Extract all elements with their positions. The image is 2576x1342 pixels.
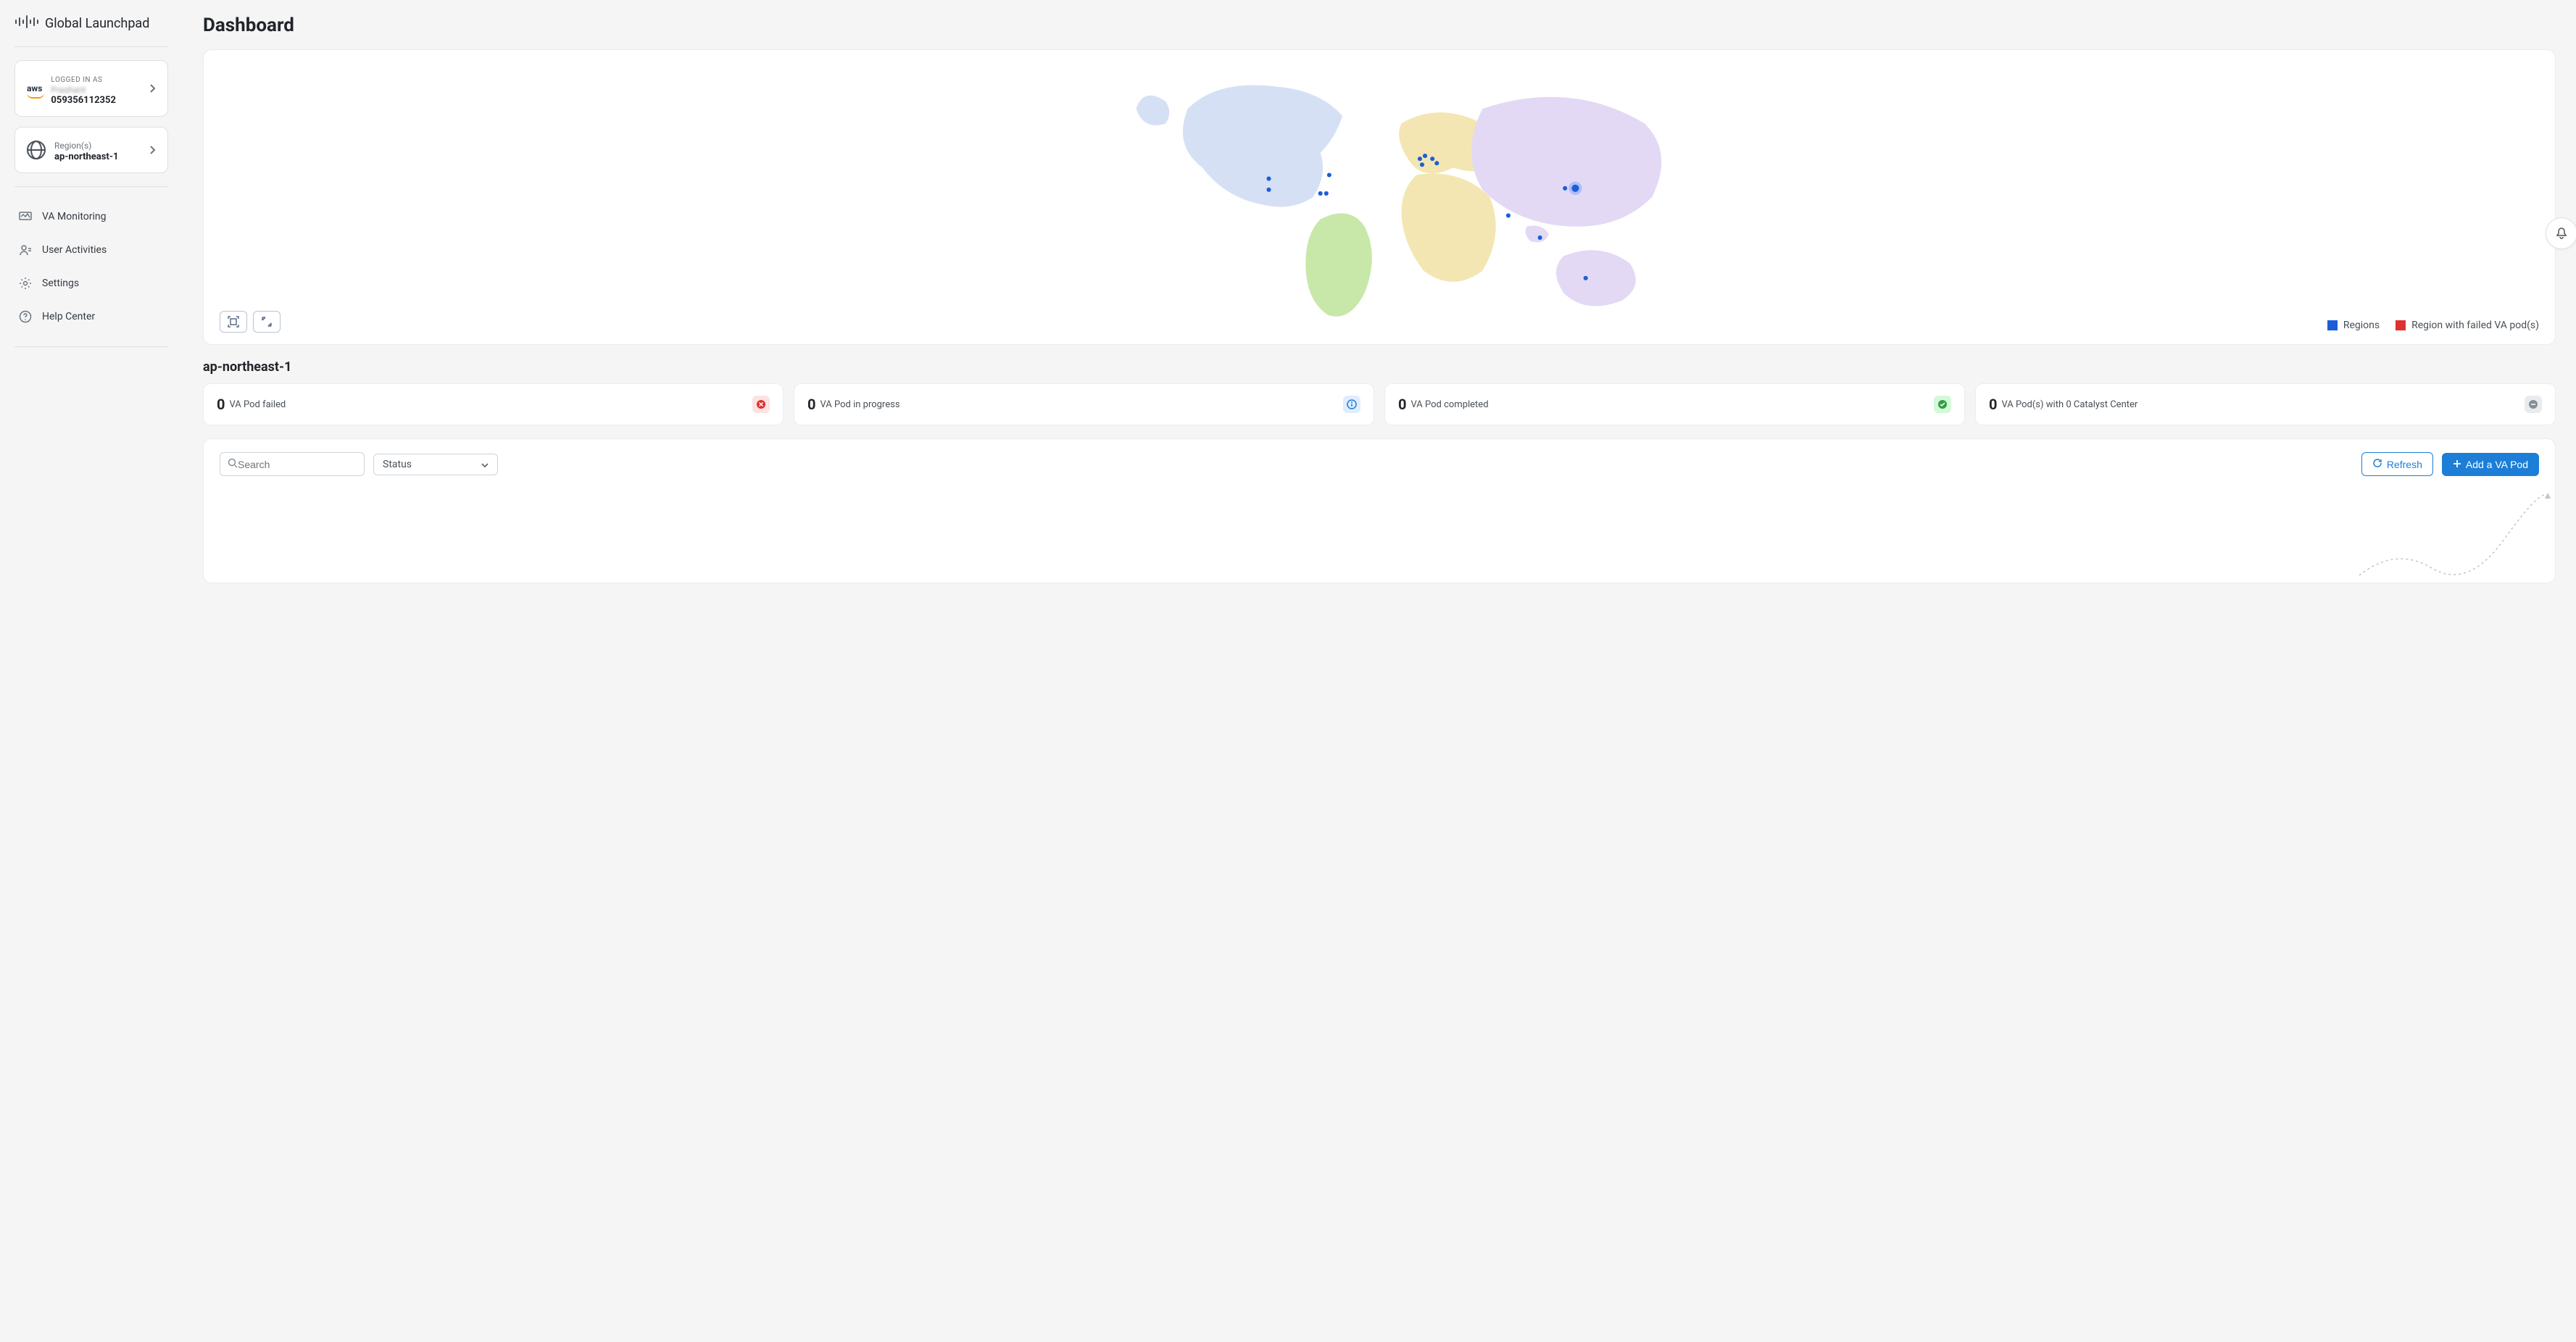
gear-icon xyxy=(19,277,32,290)
stat-count: 0 xyxy=(807,396,815,413)
search-input-wrap[interactable] xyxy=(220,452,365,476)
brand-name: Global Launchpad xyxy=(45,16,149,31)
refresh-button[interactable]: Refresh xyxy=(2361,452,2433,476)
stat-completed: 0 VA Pod completed xyxy=(1384,383,1965,425)
stat-label: VA Pod completed xyxy=(1410,399,1934,410)
account-username: Prashant xyxy=(51,85,116,95)
brand: Global Launchpad xyxy=(14,14,168,32)
stats-row: 0 VA Pod failed 0 VA Pod in progress 0 V… xyxy=(203,383,2556,425)
button-label: Add a VA Pod xyxy=(2466,459,2528,470)
divider xyxy=(14,346,168,347)
notifications-button[interactable] xyxy=(2546,217,2576,249)
divider xyxy=(14,186,168,187)
nav-label: User Activities xyxy=(42,244,107,256)
section-title: ap-northeast-1 xyxy=(203,359,2556,375)
stat-label: VA Pod failed xyxy=(229,399,752,410)
divider xyxy=(14,46,168,47)
nav-label: Help Center xyxy=(42,311,95,322)
account-card[interactable]: aws LOGGED IN AS Prashant 059356112352 xyxy=(14,60,168,117)
stat-label: VA Pod(s) with 0 Catalyst Center xyxy=(2001,399,2525,410)
decorative-squiggle xyxy=(2352,481,2555,583)
plus-icon xyxy=(2453,459,2461,470)
user-icon xyxy=(19,243,32,257)
add-pod-button[interactable]: Add a VA Pod xyxy=(2442,453,2539,476)
world-map xyxy=(218,64,2540,330)
map-buttons xyxy=(220,311,281,333)
nav-settings[interactable]: Settings xyxy=(14,267,168,300)
account-label: LOGGED IN AS xyxy=(51,76,102,84)
chevron-right-icon xyxy=(150,82,156,96)
stat-count: 0 xyxy=(217,396,225,413)
monitor-icon xyxy=(19,210,32,223)
chevron-down-icon xyxy=(481,459,489,470)
nav-help-center[interactable]: Help Center xyxy=(14,300,168,333)
stat-catalyst: 0 VA Pod(s) with 0 Catalyst Center xyxy=(1975,383,2556,425)
account-id: 059356112352 xyxy=(51,95,116,106)
error-icon xyxy=(752,396,770,413)
help-icon xyxy=(19,310,32,323)
stat-count: 0 xyxy=(1989,396,1997,413)
stat-failed: 0 VA Pod failed xyxy=(203,383,784,425)
map-legend: Regions Region with failed VA pod(s) xyxy=(2327,320,2539,331)
map-expand-button[interactable] xyxy=(253,311,281,333)
select-label: Status xyxy=(383,459,412,470)
region-label: Region(s) xyxy=(54,141,91,151)
pods-panel: Status Refresh Add a VA Pod xyxy=(203,438,2556,583)
main: Dashboard Regions Region with failed VA … xyxy=(183,0,2576,1342)
page-title: Dashboard xyxy=(203,14,2556,36)
sidebar: Global Launchpad aws LOGGED IN AS Prasha… xyxy=(0,0,183,1342)
map-panel: Regions Region with failed VA pod(s) xyxy=(203,49,2556,345)
refresh-icon xyxy=(2372,458,2382,470)
info-icon xyxy=(1343,396,1360,413)
stat-progress: 0 VA Pod in progress xyxy=(794,383,1374,425)
cisco-logo-icon xyxy=(14,14,39,32)
nav: VA Monitoring User Activities Settings H… xyxy=(14,200,168,333)
button-label: Refresh xyxy=(2387,459,2422,470)
chevron-right-icon xyxy=(150,143,156,157)
region-text: Region(s) ap-northeast-1 xyxy=(54,138,118,162)
globe-icon xyxy=(27,141,46,159)
nav-label: Settings xyxy=(42,278,79,289)
legend-regions: Regions xyxy=(2327,320,2380,331)
region-value: ap-northeast-1 xyxy=(54,151,118,162)
nav-user-activities[interactable]: User Activities xyxy=(14,233,168,267)
stat-label: VA Pod in progress xyxy=(820,399,1343,410)
legend-failed: Region with failed VA pod(s) xyxy=(2396,320,2539,331)
aws-logo-icon: aws xyxy=(27,83,42,93)
check-icon xyxy=(1934,396,1951,413)
status-select[interactable]: Status xyxy=(373,454,498,475)
stat-count: 0 xyxy=(1398,396,1406,413)
nav-label: VA Monitoring xyxy=(42,211,107,222)
region-card[interactable]: Region(s) ap-northeast-1 xyxy=(14,127,168,173)
minus-icon xyxy=(2525,396,2542,413)
search-input[interactable] xyxy=(238,459,369,470)
search-icon xyxy=(228,457,238,471)
account-text: LOGGED IN AS Prashant 059356112352 xyxy=(51,71,116,106)
nav-va-monitoring[interactable]: VA Monitoring xyxy=(14,200,168,233)
toolbar: Status Refresh Add a VA Pod xyxy=(220,452,2539,476)
map-focus-button[interactable] xyxy=(220,311,247,333)
